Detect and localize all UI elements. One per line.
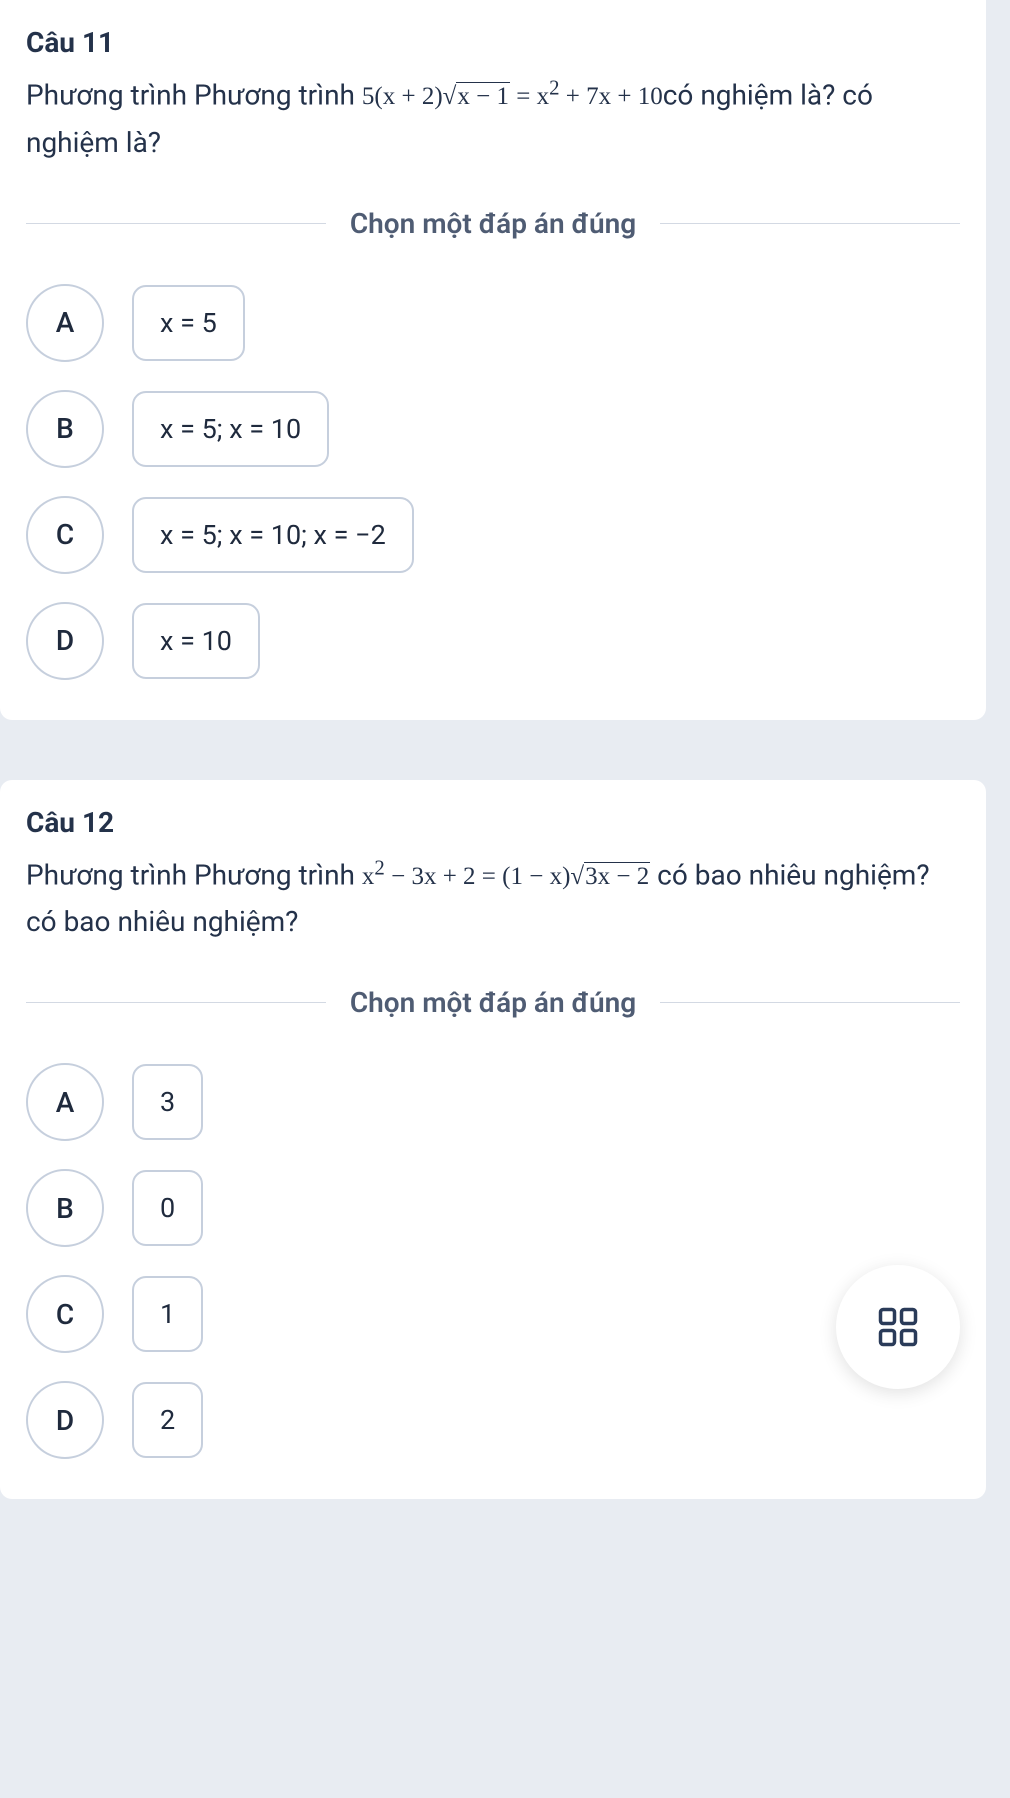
option-row[interactable]: A x = 5 xyxy=(26,284,960,362)
question-card: Câu 11 Phương trình Phương trình 5(x + 2… xyxy=(0,0,986,720)
option-row[interactable]: C 1 xyxy=(26,1275,960,1353)
option-content[interactable]: x = 5; x = 10; x = −2 xyxy=(132,497,414,573)
instruction-row: Chọn một đáp án đúng xyxy=(26,207,960,240)
options-list: A x = 5 B x = 5; x = 10 C x = 5; x = 10;… xyxy=(26,284,960,680)
grid-icon xyxy=(877,1306,919,1348)
option-row[interactable]: D 2 xyxy=(26,1381,960,1459)
divider-line xyxy=(26,223,326,224)
option-letter[interactable]: B xyxy=(26,390,104,468)
question-text-part: Phương trình Phương trình xyxy=(26,78,362,111)
option-letter[interactable]: B xyxy=(26,1169,104,1247)
option-content[interactable]: 2 xyxy=(132,1382,203,1458)
question-text: Phương trình Phương trình 5(x + 2)√x − 1… xyxy=(26,71,960,167)
option-row[interactable]: C x = 5; x = 10; x = −2 xyxy=(26,496,960,574)
divider-line xyxy=(660,1002,960,1003)
option-content[interactable]: 3 xyxy=(132,1064,203,1140)
question-math: 5(x + 2)√x − 1 = x2 + 7x + 10 xyxy=(362,83,663,110)
grid-menu-button[interactable] xyxy=(836,1265,960,1389)
option-letter[interactable]: C xyxy=(26,1275,104,1353)
option-row[interactable]: B x = 5; x = 10 xyxy=(26,390,960,468)
option-content[interactable]: x = 5; x = 10 xyxy=(132,391,329,467)
divider-line xyxy=(26,1002,326,1003)
question-math: x2 − 3x + 2 = (1 − x)√3x − 2 xyxy=(362,863,650,890)
option-content[interactable]: 0 xyxy=(132,1170,203,1246)
option-row[interactable]: A 3 xyxy=(26,1063,960,1141)
option-content[interactable]: x = 10 xyxy=(132,603,260,679)
option-letter[interactable]: A xyxy=(26,1063,104,1141)
instruction-label: Chọn một đáp án đúng xyxy=(326,986,660,1019)
question-text-part: Phương trình Phương trình xyxy=(26,858,362,891)
right-rail xyxy=(986,0,1010,1499)
question-text: Phương trình Phương trình x2 − 3x + 2 = … xyxy=(26,851,960,947)
option-content[interactable]: 1 xyxy=(132,1276,203,1352)
option-row[interactable]: B 0 xyxy=(26,1169,960,1247)
option-letter[interactable]: A xyxy=(26,284,104,362)
option-content[interactable]: x = 5 xyxy=(132,285,245,361)
question-number: Câu 11 xyxy=(26,26,960,59)
option-letter[interactable]: C xyxy=(26,496,104,574)
instruction-label: Chọn một đáp án đúng xyxy=(326,207,660,240)
question-card: Câu 12 Phương trình Phương trình x2 − 3x… xyxy=(0,780,986,1500)
divider-line xyxy=(660,223,960,224)
option-row[interactable]: D x = 10 xyxy=(26,602,960,680)
options-list: A 3 B 0 C 1 D 2 xyxy=(26,1063,960,1459)
option-letter[interactable]: D xyxy=(26,602,104,680)
option-letter[interactable]: D xyxy=(26,1381,104,1459)
instruction-row: Chọn một đáp án đúng xyxy=(26,986,960,1019)
question-number: Câu 12 xyxy=(26,806,960,839)
